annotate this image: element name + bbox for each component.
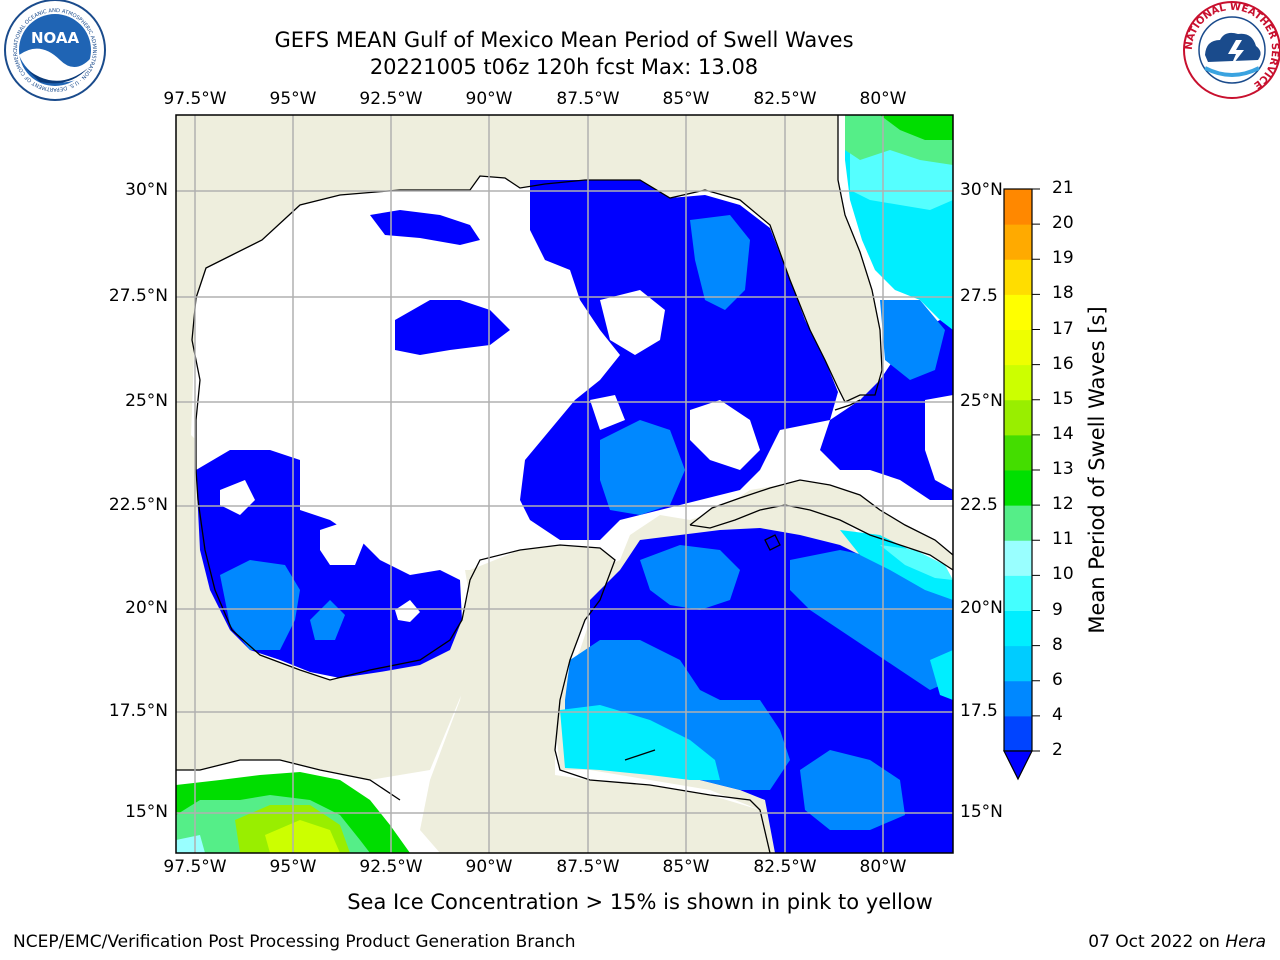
lon-label-top: 87.5°W [556,89,620,109]
central-america-land [555,775,775,853]
colorbar-tick-label: 8 [1052,634,1063,655]
lat-label-left: 22.5°N [108,495,168,515]
colorbar-label: Mean Period of Swell Waves [s] [1085,306,1109,634]
colorbar-segment [1004,470,1032,506]
footer-credit: NCEP/EMC/Verification Post Processing Pr… [13,932,576,952]
colorbar-segment [1004,329,1032,366]
lon-label-top: 97.5°W [163,89,227,109]
colorbar-tick-label: 18 [1052,283,1074,304]
colorbar-tick-label: 19 [1052,248,1074,269]
colorbar-segment [1004,224,1032,260]
lat-label-left: 15°N [125,802,168,822]
grid-lines [176,115,953,853]
chart-subtitle: 20221005 t06z 120h fcst Max: 13.08 [369,55,759,79]
period-9to11-ne [845,115,953,165]
coastlines [176,115,953,853]
map-area [176,115,953,853]
colorbar-tick-label: 4 [1052,704,1063,725]
colorbar [1003,188,1040,781]
map-frame [175,114,954,854]
lat-label-left: 27.5°N [108,286,168,306]
lat-label-right: 25°N [960,391,1003,411]
colorbar-tick-label: 11 [1052,529,1074,550]
lat-label-left: 25°N [125,391,168,411]
sea-ice-note: Sea Ice Concentration > 15% is shown in … [347,890,933,914]
lat-label-right: 15°N [960,802,1003,822]
colorbar-tick-label: 16 [1052,353,1074,374]
lat-label-right: 30°N [960,180,1003,200]
colorbar-tick-label: 6 [1052,669,1063,690]
colorbar-extend-arrow [1003,750,1033,781]
lat-label-right: 20°N [960,598,1003,618]
colorbar-tick-label: 13 [1052,459,1074,479]
colorbar-segment [1004,259,1032,295]
colorbar-tick-label: 9 [1052,599,1063,620]
lon-label-bottom: 80°W [859,857,907,877]
lat-label-left: 30°N [125,180,168,200]
lon-label-top: 82.5°W [753,89,817,109]
lat-label-left: 17.5°N [108,701,168,721]
colorbar-tick-label: 2 [1052,740,1063,760]
lon-label-top: 85°W [662,89,710,109]
lon-label-bottom: 92.5°W [359,857,423,877]
colorbar-segment [1004,715,1032,752]
colorbar-segment [1004,399,1032,436]
colorbar-tick-label: 15 [1052,388,1074,409]
lon-label-top: 92.5°W [359,89,423,109]
colorbar-segment [1004,364,1032,401]
lon-label-top: 80°W [859,89,907,109]
chart-title: GEFS MEAN Gulf of Mexico Mean Period of … [274,28,854,52]
lon-label-bottom: 90°W [465,857,513,877]
colorbar-segment [1004,505,1032,541]
colorbar-segment [1004,434,1032,471]
nws-logo: NATIONAL WEATHER SERVICE [1183,1,1280,99]
lon-label-bottom: 82.5°W [753,857,817,877]
lon-label-top: 95°W [269,89,317,109]
lon-label-bottom: 95°W [269,857,317,877]
colorbar-segment [1004,189,1032,225]
colorbar-segment [1004,645,1032,682]
mexico-land [176,420,480,780]
footer-date: 07 Oct 2022 on Hera [1088,932,1266,952]
colorbar-tick-label: 17 [1052,318,1074,339]
noaa-logo: NOAA NATIONAL OCEANIC AND ATMOSPHERIC AD… [0,0,106,101]
colorbar-segment [1004,294,1032,330]
lat-label-right: 27.5 [960,286,998,306]
lat-label-left: 20°N [125,598,168,618]
colorbar-segment [1004,575,1032,611]
footer-machine: Hera [1225,932,1266,952]
colorbar-tick-label: 20 [1052,213,1074,234]
colorbar-segment [1004,680,1032,717]
colorbar-segment [1004,540,1032,576]
colorbar-tick-label: 21 [1052,178,1074,198]
colorbar-tick-label: 10 [1052,564,1074,585]
colorbar-segment [1004,610,1032,647]
lat-label-right: 17.5 [960,701,998,721]
lon-label-bottom: 85°W [662,857,710,877]
lon-label-bottom: 87.5°W [556,857,620,877]
colorbar-tick-label: 12 [1052,494,1074,515]
colorbar-tick-label: 14 [1052,423,1074,444]
noaa-logo-text: NOAA [31,29,80,47]
lat-label-right: 22.5 [960,495,998,515]
cuba-land [690,480,953,570]
lon-label-top: 90°W [465,89,513,109]
footer-date-text: 07 Oct 2022 on [1088,932,1226,952]
lon-label-bottom: 97.5°W [163,857,227,877]
